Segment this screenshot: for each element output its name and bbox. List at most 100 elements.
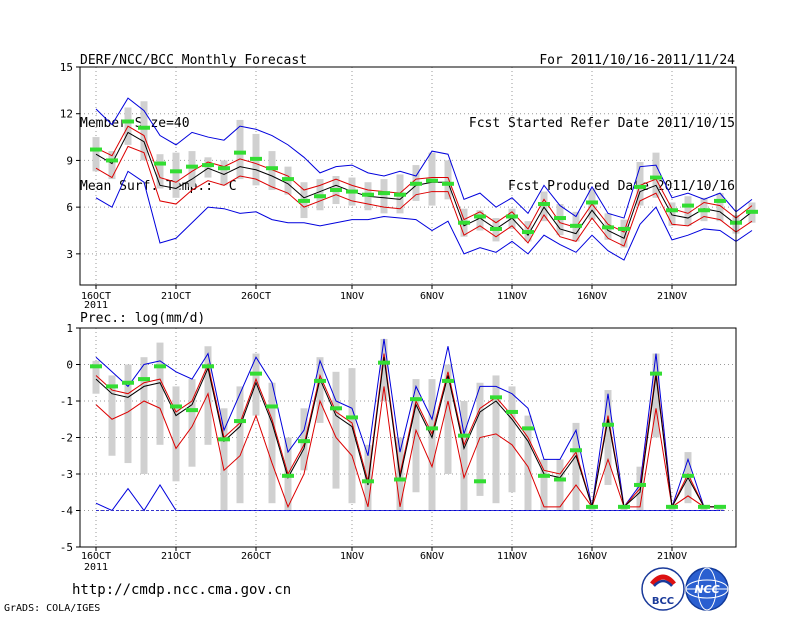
member-mark bbox=[138, 377, 150, 382]
member-mark bbox=[218, 437, 230, 442]
member-mark bbox=[698, 504, 710, 509]
member-mark bbox=[394, 192, 406, 197]
bcc-logo-text: BCC bbox=[652, 596, 674, 607]
member-mark bbox=[570, 223, 582, 228]
ensemble-bar bbox=[652, 152, 660, 198]
x-tick-label: 6NOV bbox=[420, 291, 444, 302]
member-mark bbox=[298, 198, 310, 203]
member-mark bbox=[618, 226, 630, 231]
member-mark bbox=[346, 415, 358, 420]
member-mark bbox=[106, 158, 118, 163]
forecast-period: For 2011/10/16-2011/11/24 bbox=[539, 53, 735, 68]
ensemble-bar bbox=[492, 375, 500, 504]
member-mark bbox=[154, 364, 166, 369]
member-mark bbox=[234, 419, 246, 424]
ensemble-bar bbox=[268, 151, 276, 191]
ensemble-bar bbox=[556, 459, 564, 511]
member-mark bbox=[634, 482, 646, 487]
member-mark bbox=[666, 208, 678, 213]
member-mark bbox=[154, 161, 166, 166]
ensemble-bar bbox=[652, 353, 660, 438]
plot-frame bbox=[79, 66, 737, 286]
lower-spread-line bbox=[95, 386, 720, 509]
x-tick-label: 16OCT bbox=[81, 551, 111, 562]
member-mark bbox=[122, 380, 134, 385]
x-tick-label: 16OCT bbox=[81, 291, 111, 302]
member-mark bbox=[650, 371, 662, 376]
y-tick-label: -2 bbox=[60, 432, 73, 445]
member-mark bbox=[634, 184, 646, 189]
ensemble-bar bbox=[236, 386, 244, 504]
member-mark bbox=[282, 177, 294, 182]
member-mark bbox=[298, 439, 310, 444]
x-tick-label: 1NOV bbox=[340, 291, 364, 302]
ensemble-bar bbox=[236, 119, 244, 180]
member-mark bbox=[602, 225, 614, 230]
ensemble-bar bbox=[124, 364, 132, 464]
x-tick-label: 11NOV bbox=[497, 551, 527, 562]
ensemble-bar bbox=[188, 151, 196, 187]
member-mark bbox=[714, 504, 726, 509]
ensemble-bar bbox=[460, 401, 468, 511]
member-mark bbox=[586, 504, 598, 509]
y-tick-label: -1 bbox=[60, 395, 73, 408]
member-mark bbox=[474, 479, 486, 484]
member-mark bbox=[538, 473, 550, 478]
ensemble-bar bbox=[188, 379, 196, 467]
member-mark bbox=[682, 203, 694, 208]
member-mark bbox=[506, 214, 518, 219]
x-tick-label: 21NOV bbox=[657, 291, 687, 302]
member-mark bbox=[394, 477, 406, 482]
source-url[interactable]: http://cmdp.ncc.cma.gov.cn bbox=[72, 582, 292, 598]
chart-panel-1: 3 6 9 12 15 16OCT 21OCT 26OCT 1NOV 6NOV 11NOV 16NOV… bbox=[60, 61, 758, 311]
y-tick-label: -4 bbox=[60, 505, 74, 518]
ensemble-bar bbox=[476, 382, 484, 496]
member-mark bbox=[202, 163, 214, 168]
member-mark bbox=[586, 200, 598, 205]
ensemble-bar bbox=[172, 152, 180, 198]
member-mark bbox=[362, 479, 374, 484]
member-mark bbox=[122, 119, 134, 124]
y-tick-label: -5 bbox=[60, 541, 73, 554]
ensemble-bar bbox=[108, 151, 116, 180]
member-mark bbox=[362, 192, 374, 197]
member-mark bbox=[522, 230, 534, 235]
ensemble-bar bbox=[332, 371, 340, 489]
member-mark bbox=[458, 433, 470, 438]
y-tick-label: 1 bbox=[66, 322, 73, 335]
member-mark bbox=[570, 448, 582, 453]
member-mark bbox=[250, 156, 262, 161]
ensemble-bar bbox=[636, 161, 644, 206]
member-mark bbox=[234, 150, 246, 155]
ensemble-bar bbox=[140, 101, 148, 161]
member-mark bbox=[266, 404, 278, 409]
member-mark bbox=[106, 384, 118, 389]
member-mark bbox=[314, 378, 326, 383]
ensemble-bar bbox=[604, 390, 612, 485]
lower-envelope-line bbox=[95, 170, 753, 261]
header-right: For 2011/10/16-2011/11/24 Fcst Started R… bbox=[469, 8, 735, 218]
ensemble-bar bbox=[476, 210, 484, 231]
member-mark bbox=[218, 166, 230, 171]
ensemble-bar bbox=[572, 422, 580, 511]
member-mark bbox=[474, 214, 486, 219]
member-mark bbox=[186, 408, 198, 413]
y-tick-label: 3 bbox=[66, 248, 73, 261]
ensemble-bar bbox=[92, 360, 100, 394]
ensemble-bar bbox=[316, 357, 324, 423]
member-mark bbox=[170, 169, 182, 174]
ensemble-bar bbox=[140, 357, 148, 474]
ensemble-bar bbox=[268, 382, 276, 504]
ensemble-bar bbox=[620, 219, 628, 248]
member-mark bbox=[410, 181, 422, 186]
x-tick-label: 16NOV bbox=[577, 291, 607, 302]
ensemble-bar bbox=[220, 160, 228, 186]
y-tick-label: 9 bbox=[66, 154, 73, 167]
ensemble-bar bbox=[380, 179, 388, 214]
y-tick-label: 12 bbox=[60, 108, 73, 121]
member-mark bbox=[314, 194, 326, 199]
member-mark bbox=[650, 175, 662, 180]
lower-spread-line bbox=[95, 145, 753, 247]
ensemble-bar bbox=[444, 160, 452, 200]
member-mark bbox=[410, 397, 422, 402]
